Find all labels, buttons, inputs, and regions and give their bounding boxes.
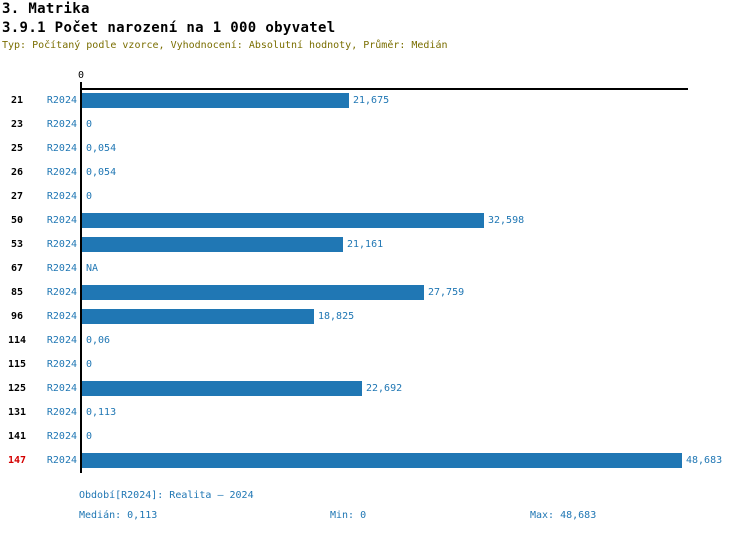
table-row: 141 R2024 0 <box>0 425 750 449</box>
row-number: 131 <box>7 407 27 418</box>
page-title: 3. Matrika <box>2 1 90 17</box>
row-series-tag: R2024 <box>46 239 77 250</box>
row-number: 115 <box>7 359 27 370</box>
row-series-tag: R2024 <box>46 119 77 130</box>
table-row: 85 R2024 27,759 <box>0 281 750 305</box>
table-row: 50 R2024 32,598 <box>0 209 750 233</box>
bar <box>82 381 362 396</box>
value-label: 27,759 <box>428 287 465 298</box>
bar <box>82 213 484 228</box>
value-label: 0,054 <box>86 143 117 154</box>
row-number: 114 <box>7 335 27 346</box>
table-row: 67 R2024 NA <box>0 257 750 281</box>
row-series-tag: R2024 <box>46 335 77 346</box>
table-row: 115 R2024 0 <box>0 353 750 377</box>
row-series-tag: R2024 <box>46 215 77 226</box>
table-row: 53 R2024 21,161 <box>0 233 750 257</box>
row-series-tag: R2024 <box>46 311 77 322</box>
row-series-tag: R2024 <box>46 95 77 106</box>
value-label: 32,598 <box>488 215 525 226</box>
table-row: 25 R2024 0,054 <box>0 137 750 161</box>
footer-min: Min: 0 <box>330 510 367 521</box>
table-row: 23 R2024 0 <box>0 113 750 137</box>
row-number: 25 <box>10 143 24 154</box>
bar <box>82 453 682 468</box>
row-number: 96 <box>10 311 24 322</box>
axis-left-line <box>80 88 82 473</box>
row-series-tag: R2024 <box>46 455 77 466</box>
table-row: 27 R2024 0 <box>0 185 750 209</box>
row-series-tag: R2024 <box>46 191 77 202</box>
footer-max: Max: 48,683 <box>530 510 597 521</box>
chart-title: 3.9.1 Počet narození na 1 000 obyvatel <box>2 20 336 36</box>
bar <box>82 237 343 252</box>
value-label: 0,054 <box>86 167 117 178</box>
row-number: 53 <box>10 239 24 250</box>
value-label: 0 <box>86 191 93 202</box>
row-number: 50 <box>10 215 24 226</box>
table-row: 96 R2024 18,825 <box>0 305 750 329</box>
value-label: 0 <box>86 119 93 130</box>
row-number: 26 <box>10 167 24 178</box>
row-number: 147 <box>7 455 27 466</box>
value-label: 22,692 <box>366 383 403 394</box>
row-number: 23 <box>10 119 24 130</box>
row-number: 125 <box>7 383 27 394</box>
axis-top-line <box>80 88 688 90</box>
footer-period: Období[R2024]: Realita – 2024 <box>79 490 254 501</box>
value-label: 48,683 <box>686 455 723 466</box>
chart-meta-line: Typ: Počítaný podle vzorce, Vyhodnocení:… <box>2 40 448 51</box>
value-label: 0,113 <box>86 407 117 418</box>
value-label: 0,06 <box>86 335 111 346</box>
table-row: 131 R2024 0,113 <box>0 401 750 425</box>
row-number: 21 <box>10 95 24 106</box>
table-row: 21 R2024 21,675 <box>0 89 750 113</box>
row-number: 27 <box>10 191 24 202</box>
row-number: 141 <box>7 431 27 442</box>
table-row: 147 R2024 48,683 <box>0 449 750 473</box>
table-row: 125 R2024 22,692 <box>0 377 750 401</box>
row-number: 67 <box>10 263 24 274</box>
row-series-tag: R2024 <box>46 143 77 154</box>
bar <box>82 309 314 324</box>
bar <box>82 285 424 300</box>
table-row: 26 R2024 0,054 <box>0 161 750 185</box>
axis-tick-mark <box>80 82 82 88</box>
value-label: NA <box>86 263 99 274</box>
value-label: 21,675 <box>353 95 390 106</box>
row-series-tag: R2024 <box>46 407 77 418</box>
value-label: 18,825 <box>318 311 355 322</box>
row-series-tag: R2024 <box>46 383 77 394</box>
axis-tick-label: 0 <box>77 70 85 81</box>
value-label: 21,161 <box>347 239 384 250</box>
row-series-tag: R2024 <box>46 263 77 274</box>
row-series-tag: R2024 <box>46 287 77 298</box>
row-number: 85 <box>10 287 24 298</box>
footer-median: Medián: 0,113 <box>79 510 158 521</box>
table-row: 114 R2024 0,06 <box>0 329 750 353</box>
row-series-tag: R2024 <box>46 359 77 370</box>
bar <box>82 93 349 108</box>
row-series-tag: R2024 <box>46 167 77 178</box>
value-label: 0 <box>86 359 93 370</box>
row-series-tag: R2024 <box>46 431 77 442</box>
value-label: 0 <box>86 431 93 442</box>
